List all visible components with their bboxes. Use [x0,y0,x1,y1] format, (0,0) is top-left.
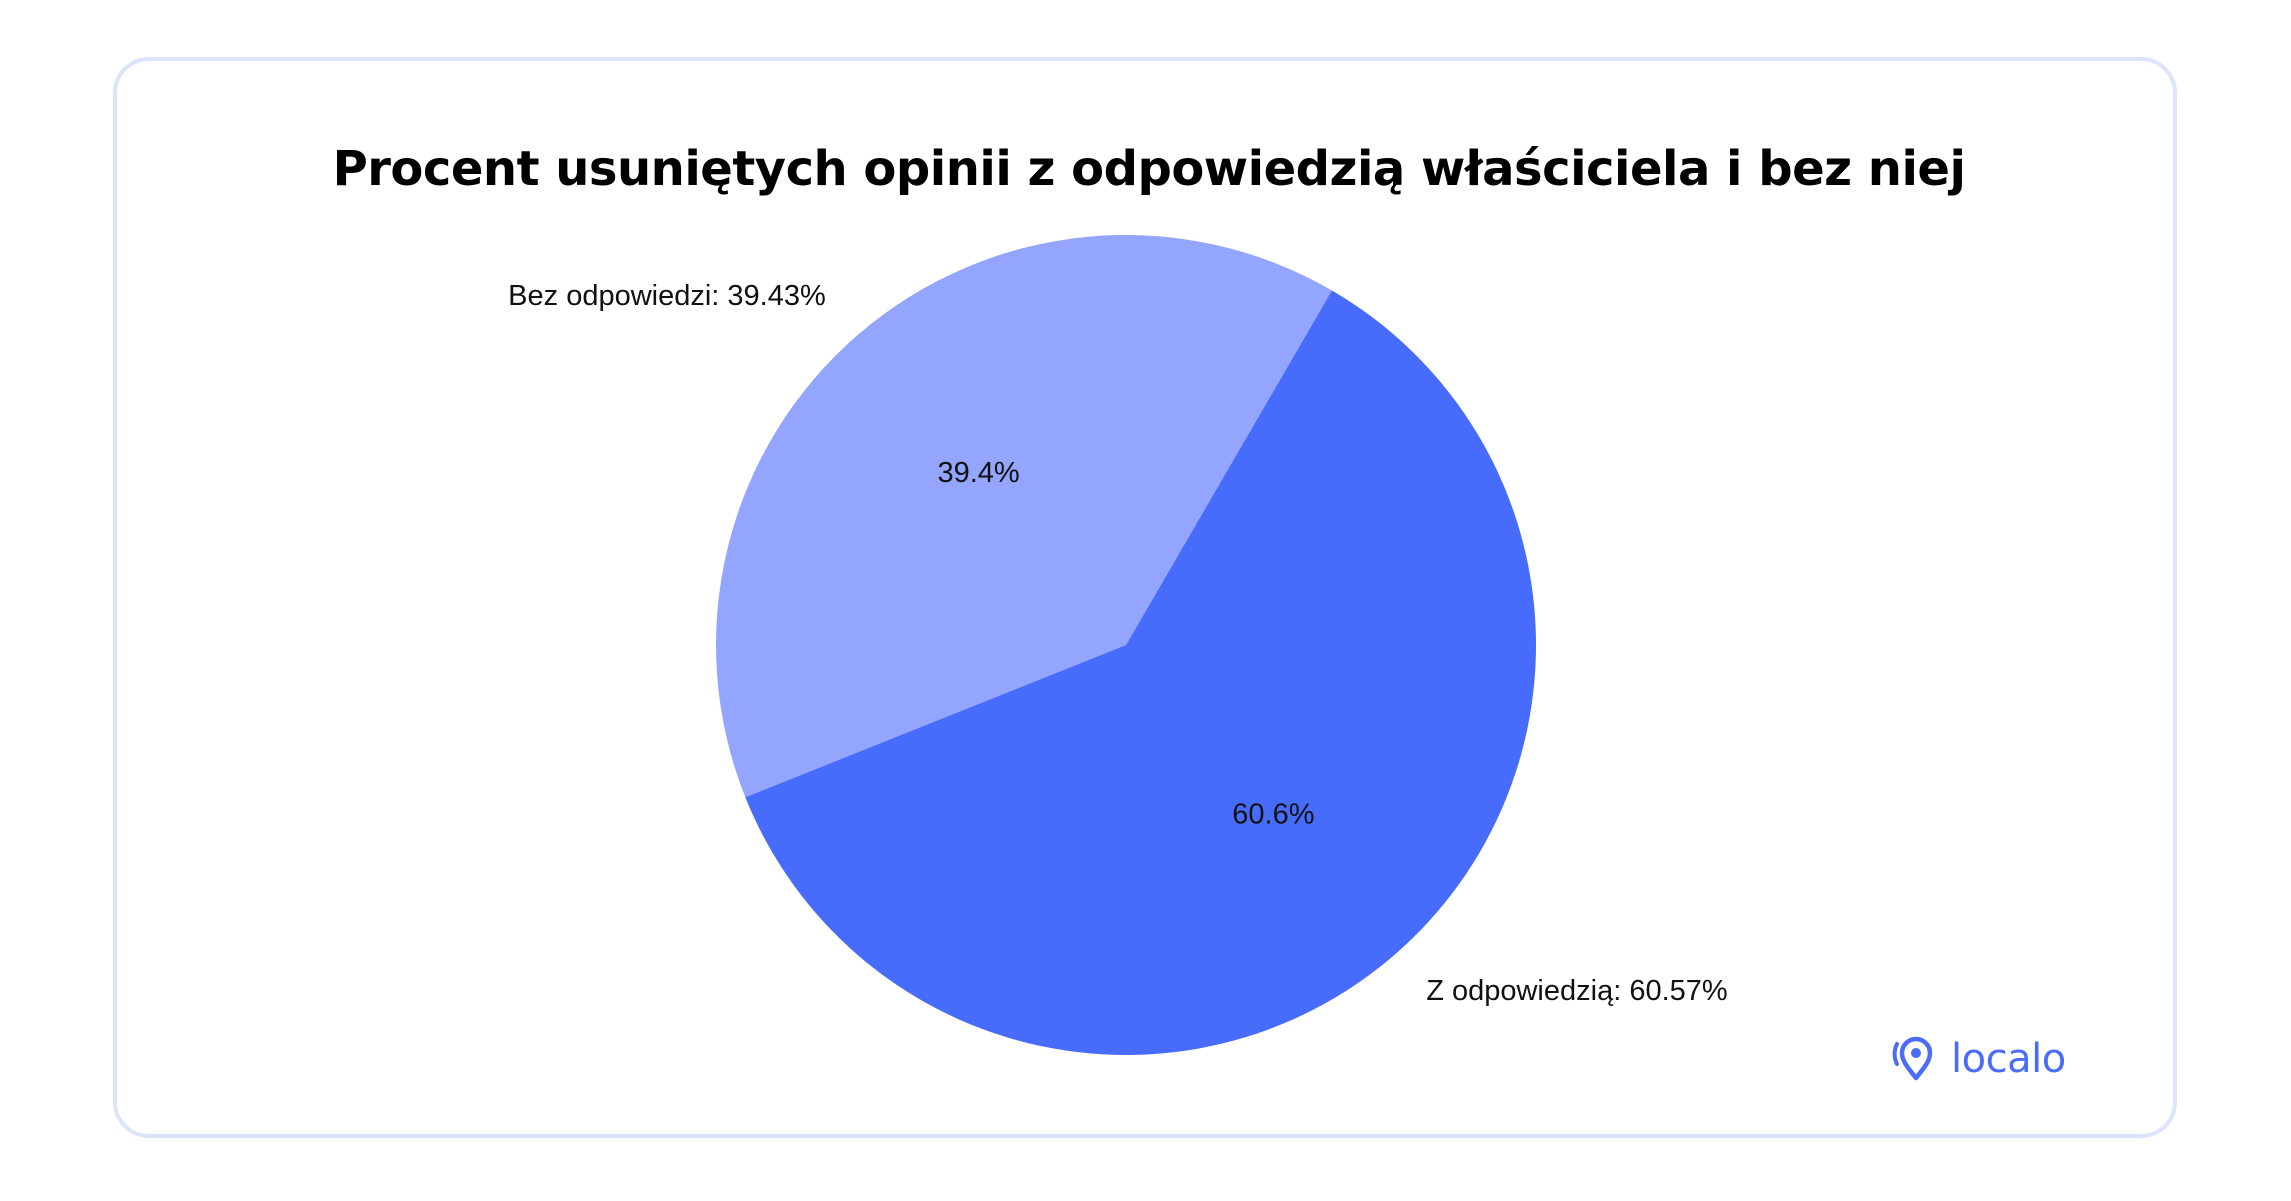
slice-outer-label-0: Bez odpowiedzi: 39.43% [508,280,826,312]
logo-text: localo [1951,1036,2066,1082]
chart-card: Procent usuniętych opinii z odpowiedzią … [113,57,2177,1138]
chart-title: Procent usuniętych opinii z odpowiedzią … [332,141,1966,197]
pie-slice-0 [716,234,1332,798]
localo-logo: localo [1891,1034,2066,1084]
slice-outer-label-1: Z odpowiedzią: 60.57% [1426,975,1727,1007]
location-pin-icon [1892,1036,1933,1081]
slice-percent-label-0: 39.4% [937,457,1019,489]
pie-slice-1 [745,290,1536,1055]
pie-chart: 39.4% Bez odpowiedzi: 39.43% 60.6% Z odpowi… [508,234,1728,1055]
slice-percent-label-1: 60.6% [1232,798,1314,830]
